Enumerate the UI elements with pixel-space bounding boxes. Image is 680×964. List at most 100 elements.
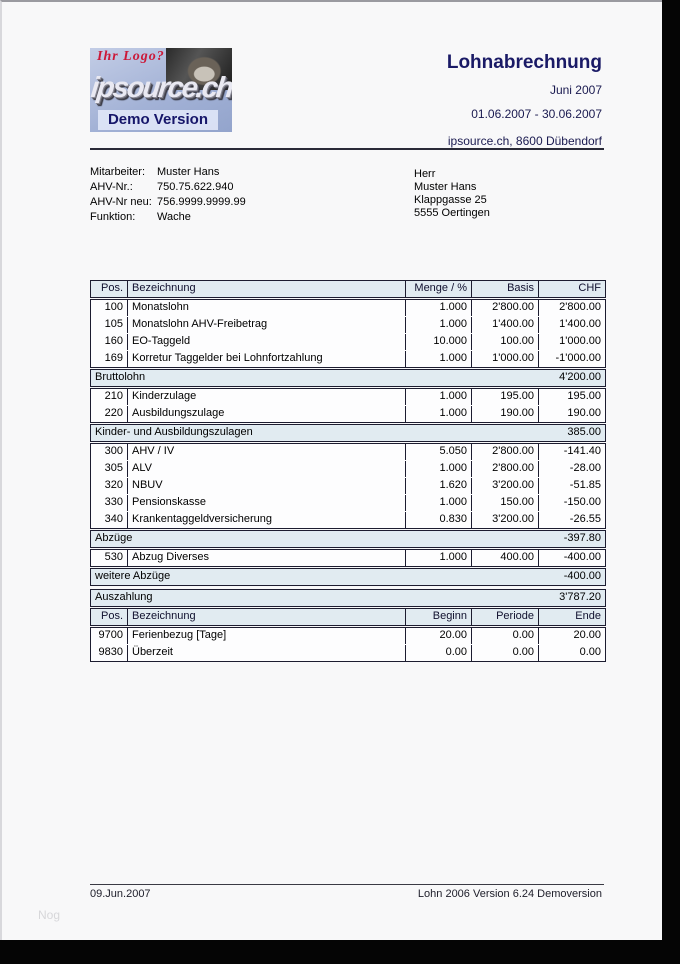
table-cell: AHV / IV: [127, 444, 405, 460]
period-range: 01.06.2007 - 30.06.2007: [471, 107, 602, 121]
summary-row: Kinder- und Ausbildungszulagen 385.00: [90, 424, 606, 442]
table-cell: Kinderzulage: [127, 389, 405, 405]
summary-row: Abzüge -397.80: [90, 530, 606, 548]
column-header: Periode: [471, 609, 538, 625]
employee-row: Funktion: Wache: [90, 210, 246, 225]
table-cell: 150.00: [471, 495, 538, 511]
table-cell: 100.00: [471, 334, 538, 350]
header-divider: [90, 148, 604, 150]
table-cell: 160: [104, 335, 123, 347]
table-cell: 330: [104, 496, 123, 508]
table-cell: 1.000: [405, 389, 471, 405]
table-cell: 195.00: [538, 389, 605, 405]
table-cell: -141.40: [538, 444, 605, 460]
table-row-group: 210 Kinderzulage 1.000 195.00 195.00 220 Ausbi…: [90, 388, 606, 423]
table-cell: 9700: [98, 629, 123, 641]
table-cell: 3'200.00: [471, 512, 538, 528]
summary-value: 4'200.00: [559, 371, 601, 383]
table-cell: Krankentaggeldversicherung: [127, 512, 405, 528]
footer-divider: [90, 884, 604, 885]
balance-table: Pos. Bezeichnung Beginn Periode Ende 9700 Feri…: [90, 608, 606, 663]
table-cell: 0.00: [405, 645, 471, 661]
summary-value: 3'787.20: [559, 591, 601, 603]
column-header: CHF: [538, 281, 605, 297]
table-cell: Monatslohn AHV-Freibetrag: [127, 317, 405, 333]
table-cell: 0.830: [405, 512, 471, 528]
table-cell: -400.00: [538, 550, 605, 566]
table-cell: 3'200.00: [471, 478, 538, 494]
column-header: Ende: [538, 609, 605, 625]
table-cell: -28.00: [538, 461, 605, 477]
summary-row: Auszahlung 3'787.20: [90, 589, 606, 607]
table-cell: 1.000: [405, 406, 471, 422]
table-cell: 1'000.00: [538, 334, 605, 350]
footer-version: Lohn 2006 Version 6.24 Demoversion: [417, 888, 602, 900]
column-header: Pos.: [100, 282, 123, 294]
salary-table: Pos. Bezeichnung Menge / % Basis CHF 100 Monat…: [90, 280, 606, 608]
table-cell: 2'800.00: [471, 461, 538, 477]
table-cell: Überzeit: [127, 645, 405, 661]
table-cell: Abzug Diverses: [127, 550, 405, 566]
employee-label: AHV-Nr neu:: [90, 196, 152, 208]
table-cell: -150.00: [538, 495, 605, 511]
watermark-text: Nog: [38, 908, 61, 922]
table-cell: 1'400.00: [471, 317, 538, 333]
period-month: Juni 2007: [549, 83, 602, 97]
table-row: 530 Abzug Diverses 1.000 400.00 -400.00: [91, 550, 605, 566]
company-logo: Ihr Logo? ipsource.ch Demo Version: [90, 48, 232, 132]
table-cell: 2'800.00: [471, 300, 538, 316]
column-header: Menge / %: [405, 281, 471, 297]
table-cell: 300: [104, 445, 123, 457]
table-cell: 530: [104, 551, 123, 563]
employee-value: Wache: [157, 211, 191, 223]
table-row: 9700 Ferienbezug [Tage] 20.00 0.00 20.00: [91, 628, 605, 644]
employee-value: 750.75.622.940: [157, 181, 234, 193]
table-cell: 2'800.00: [538, 300, 605, 316]
address-line: 5555 Oertingen: [414, 207, 490, 219]
table-row: 160 EO-Taggeld 10.000 100.00 1'000.00: [91, 334, 605, 350]
employee-row: AHV-Nr neu: 756.9999.9999.99: [90, 195, 246, 210]
address-line: Klappgasse 25: [414, 194, 487, 206]
table-cell: 190.00: [538, 406, 605, 422]
table-cell: Monatslohn: [127, 300, 405, 316]
table-cell: 0.00: [471, 645, 538, 661]
table-row: 105 Monatslohn AHV-Freibetrag 1.000 1'400.0…: [91, 317, 605, 333]
column-header: Bezeichnung: [127, 609, 405, 625]
table-cell: 2'800.00: [471, 444, 538, 460]
table-cell: Korretur Taggelder bei Lohnfortzahlung: [127, 351, 405, 367]
column-header: Bezeichnung: [127, 281, 405, 297]
employee-row: Mitarbeiter: Muster Hans: [90, 165, 246, 180]
table-cell: 210: [104, 390, 123, 402]
summary-row: Bruttolohn 4'200.00: [90, 369, 606, 387]
address-line: Herr: [414, 168, 436, 180]
page-title: Lohnabrechnung: [446, 52, 602, 73]
summary-label: Bruttolohn: [95, 371, 146, 383]
table-cell: 1.620: [405, 478, 471, 494]
table-header-row: Pos. Bezeichnung Menge / % Basis CHF: [91, 281, 605, 297]
table-row-group: 100 Monatslohn 1.000 2'800.00 2'800.00 105 Mon…: [90, 299, 606, 368]
table-cell: 400.00: [471, 550, 538, 566]
table-cell: ALV: [127, 461, 405, 477]
table-row: 9830 Überzeit 0.00 0.00 0.00: [91, 645, 605, 661]
table-row: 320 NBUV 1.620 3'200.00 -51.85: [91, 478, 605, 494]
table-cell: 0.00: [471, 628, 538, 644]
employee-row: AHV-Nr.: 750.75.622.940: [90, 180, 246, 195]
table-header-row: Pos. Bezeichnung Beginn Periode Ende: [91, 609, 605, 625]
column-header: Pos.: [100, 610, 123, 622]
employee-label: Funktion:: [90, 211, 136, 223]
table-row-group: 9700 Ferienbezug [Tage] 20.00 0.00 20.00 9830…: [90, 627, 606, 662]
table-cell: 340: [104, 513, 123, 525]
table-row: 210 Kinderzulage 1.000 195.00 195.00: [91, 389, 605, 405]
summary-label: Auszahlung: [95, 591, 153, 603]
employee-info: Mitarbeiter: Muster Hans AHV-Nr.: 750.75…: [90, 165, 246, 225]
table-cell: Pensionskasse: [127, 495, 405, 511]
summary-value: -397.80: [563, 532, 601, 544]
table-row: 330 Pensionskasse 1.000 150.00 -150.00: [91, 495, 605, 511]
summary-label: weitere Abzüge: [95, 570, 171, 582]
table-row: 305 ALV 1.000 2'800.00 -28.00: [91, 461, 605, 477]
summary-row: weitere Abzüge -400.00: [90, 568, 606, 586]
table-header: Pos. Bezeichnung Beginn Periode Ende: [90, 608, 606, 626]
employee-label: AHV-Nr.:: [90, 181, 133, 193]
table-cell: -26.55: [538, 512, 605, 528]
